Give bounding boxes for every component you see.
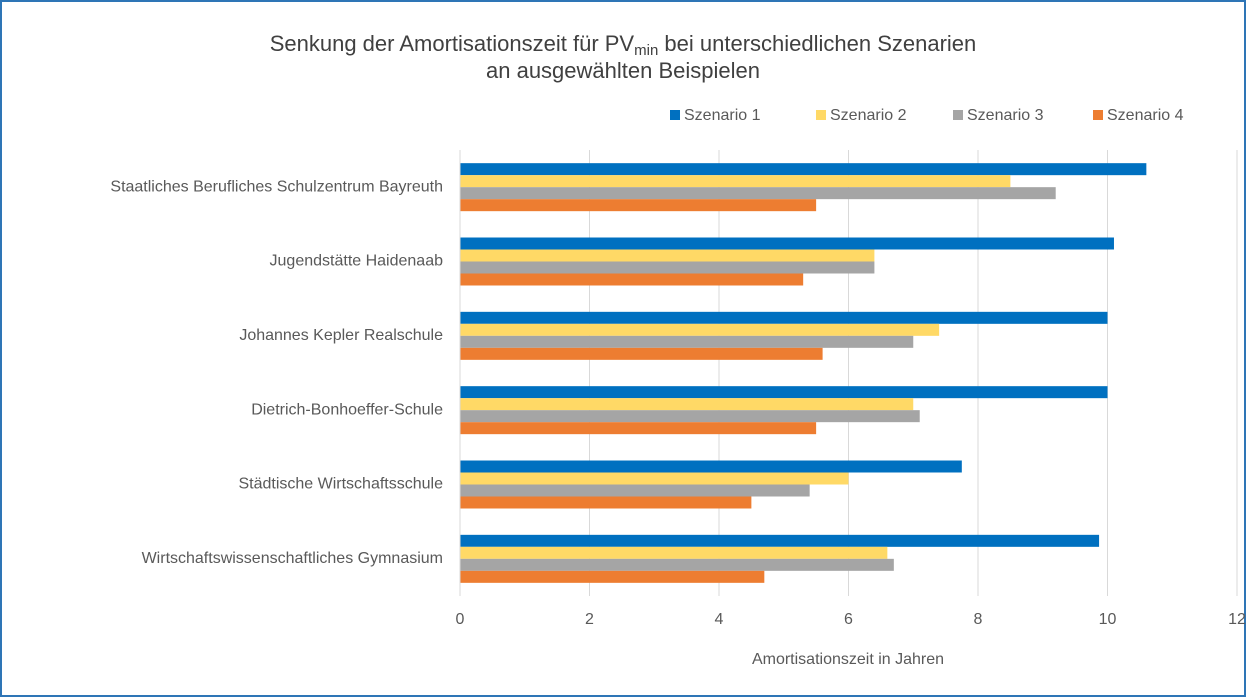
bar [460, 570, 765, 583]
bar [460, 311, 1108, 324]
bar [460, 249, 875, 262]
legend-swatch [953, 110, 963, 120]
bar [460, 546, 888, 559]
bar [460, 484, 810, 497]
x-tick-label: 0 [456, 611, 465, 628]
legend-label: Szenario 4 [1107, 107, 1184, 124]
legend-swatch [1093, 110, 1103, 120]
x-tick-label: 2 [585, 611, 594, 628]
y-tick-label: Wirtschaftswissenschaftliches Gymnasium [142, 550, 443, 567]
bar [460, 237, 1114, 250]
chart-title: Senkung der Amortisationszeit für PVmin … [270, 31, 977, 59]
bar [460, 187, 1056, 200]
y-tick-label: Johannes Kepler Realschule [239, 327, 443, 344]
x-tick-label: 10 [1099, 611, 1117, 628]
bar [460, 472, 849, 485]
bar [460, 460, 962, 473]
bar [460, 261, 875, 274]
bar [460, 534, 1100, 547]
bar [460, 347, 823, 360]
y-tick-label: Jugendstätte Haidenaab [270, 253, 444, 270]
bar [460, 558, 894, 571]
y-tick-label: Staatliches Berufliches Schulzentrum Bay… [110, 178, 443, 195]
bar [460, 199, 817, 212]
bar [460, 422, 817, 435]
bar [460, 410, 920, 423]
x-axis-label: Amortisationszeit in Jahren [752, 651, 944, 668]
y-tick-label: Städtische Wirtschaftsschule [238, 476, 443, 493]
bar [460, 163, 1147, 176]
legend-swatch [670, 110, 680, 120]
x-tick-label: 8 [974, 611, 983, 628]
bar [460, 398, 914, 411]
bar [460, 273, 804, 286]
x-tick-label: 12 [1228, 611, 1246, 628]
legend-label: Szenario 2 [830, 107, 907, 124]
y-tick-label: Dietrich-Bonhoeffer-Schule [251, 401, 443, 418]
bar [460, 496, 752, 509]
bar [460, 335, 914, 348]
legend-swatch [816, 110, 826, 120]
legend-label: Szenario 1 [684, 107, 761, 124]
x-tick-label: 4 [715, 611, 724, 628]
legend-label: Szenario 3 [967, 107, 1044, 124]
x-tick-label: 6 [844, 611, 853, 628]
bar [460, 386, 1108, 399]
bar [460, 323, 940, 336]
chart-subtitle: an ausgewählten Beispielen [486, 58, 760, 83]
bar [460, 175, 1011, 188]
